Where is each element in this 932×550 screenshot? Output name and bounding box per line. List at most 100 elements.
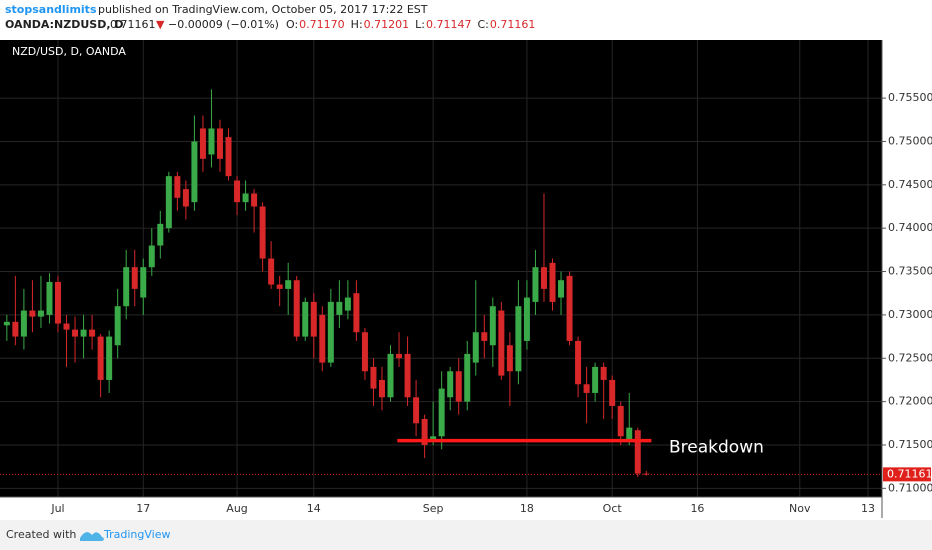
y-tick-label: 0.75500	[888, 91, 932, 104]
x-tick-label: Nov	[789, 502, 811, 515]
candle-body	[216, 128, 223, 159]
candle-body	[157, 223, 164, 246]
candle-body	[592, 366, 599, 393]
candle-body	[97, 336, 104, 380]
last-price-box	[883, 467, 931, 482]
y-tick-label: 0.71000	[888, 481, 932, 494]
y-tick-label: 0.72000	[888, 395, 932, 408]
y-tick-label: 0.74000	[888, 221, 932, 234]
candle-body	[413, 397, 420, 424]
ohlc-label: O:	[286, 18, 298, 31]
candle-body	[387, 353, 394, 398]
logo	[80, 532, 104, 541]
candle-body	[540, 267, 547, 289]
footer	[0, 520, 932, 550]
candles: Breakdown	[0, 89, 882, 478]
candle-body	[131, 267, 138, 289]
candle-body	[302, 301, 309, 337]
candle-body	[54, 281, 61, 324]
candle-body	[165, 176, 172, 229]
x-tick-label: 13	[861, 502, 875, 515]
candle-body	[174, 176, 181, 198]
candle-body	[208, 128, 215, 155]
y-tick-label: 0.73500	[888, 265, 932, 278]
candle-body	[293, 280, 300, 337]
candle-body	[353, 293, 360, 333]
candle-body	[506, 345, 513, 372]
candle-body	[421, 418, 428, 445]
ohlc-value: 0.71161	[490, 18, 536, 31]
candle-body	[609, 379, 616, 406]
candle-body	[327, 301, 334, 363]
candle-body	[310, 301, 317, 337]
ohlc-value: 0.71201	[364, 18, 410, 31]
candle-body	[114, 306, 121, 346]
ohlc-label: H:	[351, 18, 363, 31]
change: −0.00009 (−0.01%)	[168, 18, 279, 31]
footer-created: Created with	[6, 528, 76, 541]
annotation-label: Breakdown	[669, 438, 764, 458]
candle-body	[515, 306, 522, 372]
chart-title: NZD/USD, D, OANDA	[12, 45, 126, 58]
y-tick-label: 0.75000	[888, 134, 932, 147]
candle-body	[242, 193, 249, 203]
candle-body	[532, 267, 539, 302]
candle-body	[344, 297, 351, 311]
candle-body	[63, 323, 70, 330]
candle-body	[583, 384, 590, 393]
candle-body	[617, 405, 624, 437]
candle-body	[123, 267, 130, 307]
candle-body	[182, 189, 189, 207]
candle-body	[29, 310, 36, 317]
candle-body	[558, 280, 565, 298]
candle-body	[472, 332, 479, 363]
symbol: OANDA:NZDUSD, D	[5, 18, 123, 31]
candle-body	[566, 275, 573, 341]
candle-body	[643, 473, 650, 475]
ohlc-value: 0.71170	[299, 18, 345, 31]
footer-brand: TradingView	[103, 528, 170, 541]
candle-body	[447, 371, 454, 398]
candle-body	[404, 353, 411, 398]
candle-body	[251, 193, 258, 207]
x-tick-label: Jul	[50, 502, 64, 515]
x-tick-label: Sep	[423, 502, 444, 515]
candle-body	[199, 128, 206, 159]
x-tick-label: 17	[136, 502, 150, 515]
y-tick-label: 0.71500	[888, 438, 932, 451]
candle-body	[481, 332, 488, 341]
candle-body	[106, 336, 113, 380]
x-tick-label: 18	[520, 502, 534, 515]
author: stopsandlimits	[5, 3, 97, 16]
candle-body	[89, 329, 96, 337]
candle-body	[140, 267, 147, 298]
candle-body	[464, 353, 471, 402]
candle-body	[72, 329, 79, 337]
candle-body	[549, 262, 556, 302]
candle-body	[20, 310, 27, 337]
ohlc-label: L:	[415, 18, 425, 31]
last-price-label: 0.71161	[887, 467, 932, 480]
x-tick-label: Oct	[603, 502, 623, 515]
x-tick-label: 16	[690, 502, 704, 515]
candle-body	[268, 258, 275, 285]
last: 0.71161	[110, 18, 156, 31]
candle-body	[46, 281, 53, 315]
candle-body	[626, 427, 633, 441]
candle-body	[276, 284, 283, 289]
ohlc: O: 0.71170 H: 0.71201 L: 0.71147 C: 0.71161	[286, 18, 535, 31]
candle-body	[370, 366, 377, 389]
candle-body	[191, 141, 198, 203]
candle-body	[225, 137, 232, 177]
candle-body	[455, 371, 462, 402]
candle-body	[634, 430, 641, 474]
ohlc-label: C:	[478, 18, 489, 31]
candle-body	[3, 321, 10, 326]
candle-body	[12, 321, 19, 337]
candle-body	[430, 436, 437, 441]
candle-body	[600, 366, 607, 380]
candle-body	[148, 245, 155, 268]
y-tick-label: 0.72500	[888, 351, 932, 364]
